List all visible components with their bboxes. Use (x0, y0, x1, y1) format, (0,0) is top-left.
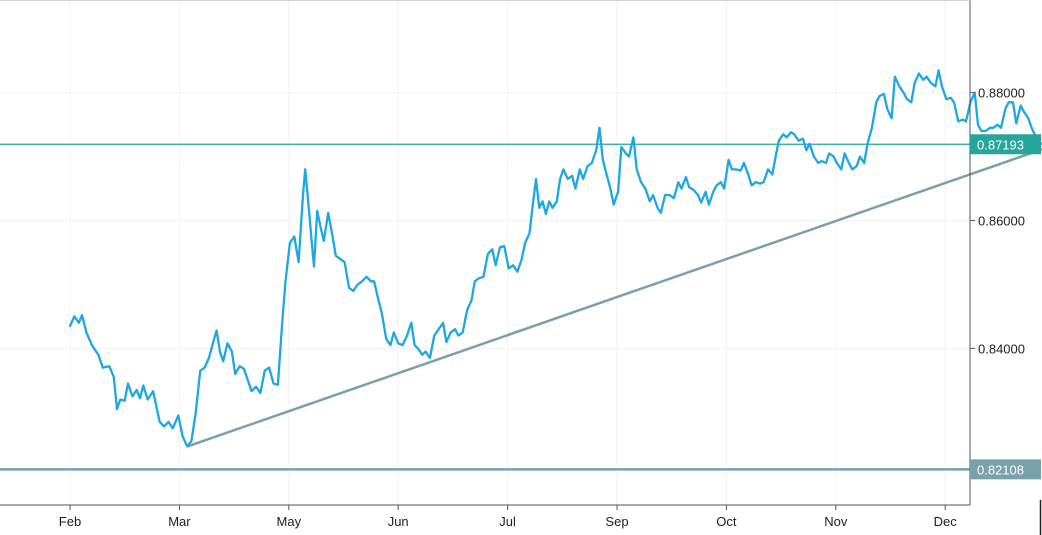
price-badge-label: 0.82108 (977, 462, 1024, 477)
trendline[interactable] (186, 142, 1042, 448)
price-badges: 0.87193 0.82108 (970, 134, 1041, 480)
x-tick-label: Dec (934, 514, 958, 529)
price-series-line (68, 69, 1042, 448)
x-tick-label: Sep (605, 514, 628, 529)
x-tick-label: Jul (499, 514, 516, 529)
y-tick-label: 0.84000 (978, 341, 1025, 356)
trendline-group (186, 142, 1042, 448)
y-axis-ticks: 0.88000 0.86000 0.84000 (970, 86, 1025, 356)
price-badge-label: 0.87193 (977, 137, 1024, 152)
x-tick-label: Nov (824, 514, 848, 529)
price-badge (970, 459, 1041, 480)
x-axis-ticks: Feb Mar May Jun Jul Sep Oct Nov Dec (59, 505, 957, 529)
chart-grid (0, 0, 970, 505)
x-tick-label: Mar (168, 514, 191, 529)
x-tick-label: Oct (716, 514, 737, 529)
y-tick-label: 0.86000 (978, 214, 1025, 229)
price-badge (970, 134, 1041, 155)
y-tick-label: 0.88000 (978, 86, 1025, 101)
x-tick-label: May (277, 514, 302, 529)
x-tick-label: Feb (59, 514, 81, 529)
series-group (68, 69, 1042, 448)
x-tick-label: Jun (388, 514, 409, 529)
price-level-lines (0, 143, 970, 471)
